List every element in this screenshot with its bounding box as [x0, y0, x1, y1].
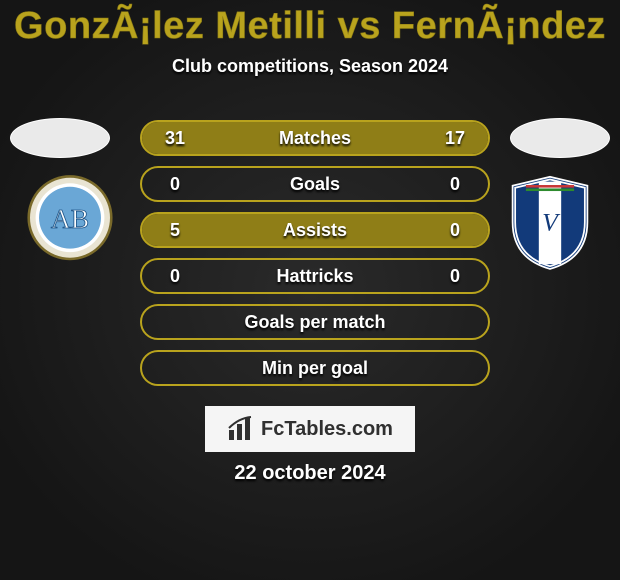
page-title: GonzÃ¡lez Metilli vs FernÃ¡ndez — [0, 6, 620, 48]
stat-row-hattricks: 0Hattricks0 — [140, 258, 490, 294]
stat-value-right: 17 — [426, 128, 484, 149]
avatar-placeholder — [510, 118, 610, 158]
stat-value-right: 0 — [426, 174, 484, 195]
svg-text:AB: AB — [51, 203, 89, 234]
stat-row-goals-per-match: Goals per match — [140, 304, 490, 340]
stat-row-min-per-goal: Min per goal — [140, 350, 490, 386]
stats-panel: 31Matches17 0Goals0 5Assists0 0Hattricks0 Go… — [140, 120, 490, 396]
stat-value-right: 0 — [426, 220, 484, 241]
stat-row-assists: 5Assists0 — [140, 212, 490, 248]
club-badge-right: V — [500, 172, 600, 272]
stat-label: Min per goal — [262, 358, 368, 379]
chart-bars-icon — [227, 416, 255, 442]
shield-icon: V — [507, 174, 593, 270]
stat-label: Goals per match — [244, 312, 385, 333]
brand-logo: FcTables.com — [205, 406, 415, 452]
brand-text: FcTables.com — [261, 418, 393, 441]
shield-icon: AB — [27, 174, 113, 270]
stat-value-right: 0 — [426, 266, 484, 287]
club-badge-left: AB — [20, 172, 120, 272]
player-avatar-left — [10, 118, 110, 158]
subtitle: Club competitions, Season 2024 — [0, 56, 620, 77]
stat-row-matches: 31Matches17 — [140, 120, 490, 156]
player-avatar-right — [510, 118, 610, 158]
stat-row-goals: 0Goals0 — [140, 166, 490, 202]
avatar-placeholder — [10, 118, 110, 158]
comparison-card: GonzÃ¡lez Metilli vs FernÃ¡ndez Club com… — [0, 0, 620, 580]
date-label: 22 october 2024 — [0, 462, 620, 485]
